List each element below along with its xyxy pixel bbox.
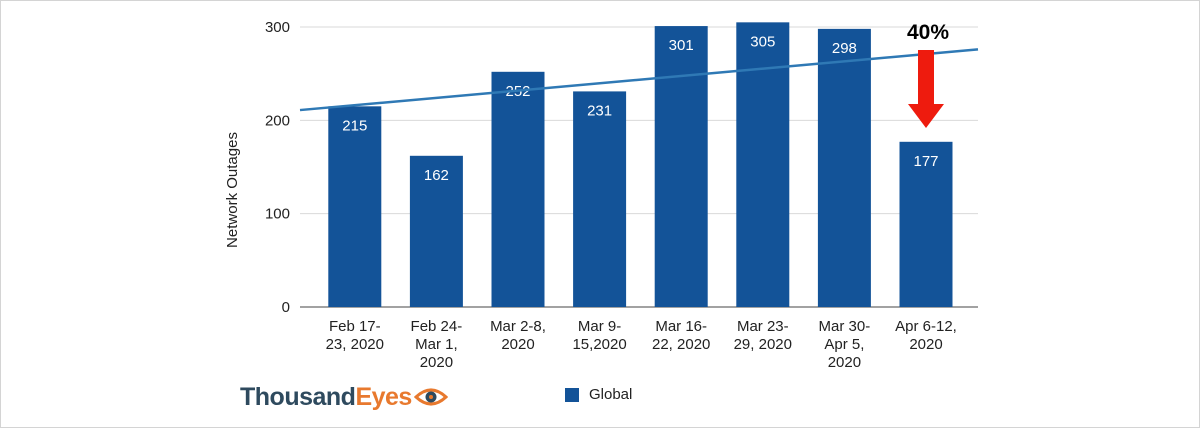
bar [736, 22, 790, 307]
x-tick-label: Apr 6-12, 2020 [895, 318, 957, 353]
y-tick-label: 0 [282, 299, 290, 316]
logo-text-eyes: Eyes [355, 383, 412, 411]
bar-value-label: 298 [832, 40, 857, 57]
bar-value-label: 177 [913, 153, 938, 170]
bar-value-label: 301 [669, 37, 694, 54]
bar-value-label: 231 [587, 102, 612, 119]
bar [491, 71, 545, 307]
thousandeyes-logo: ThousandEyes [240, 383, 449, 413]
bar [573, 91, 627, 308]
bar [328, 106, 382, 307]
eye-icon [413, 388, 449, 406]
bar [899, 141, 953, 307]
annotation-label: 40% [907, 21, 949, 44]
y-axis-title: Network Outages [224, 132, 241, 248]
chart-legend: Global [565, 386, 632, 403]
legend-label-global: Global [589, 386, 633, 403]
bar-value-label: 162 [424, 167, 449, 184]
x-tick-label: Mar 16-22, 2020 [652, 318, 710, 353]
trend-line [299, 48, 979, 112]
down-arrow [908, 50, 944, 128]
logo-text-thousand: Thousand [240, 383, 356, 411]
x-tick-label: Feb 24-Mar 1, 2020 [411, 318, 463, 371]
y-tick-label: 200 [265, 112, 290, 129]
legend-swatch-global [565, 387, 579, 402]
bar [409, 155, 463, 307]
bar [817, 28, 871, 307]
bar-value-label: 215 [342, 117, 367, 134]
x-tick-label: Mar 23-29, 2020 [734, 318, 792, 353]
y-tick-label: 100 [265, 206, 290, 223]
x-tick-label: Mar 30-Apr 5, 2020 [819, 318, 871, 371]
x-tick-label: Mar 9-15,2020 [572, 318, 626, 353]
x-tick-label: Feb 17-23, 2020 [326, 318, 384, 353]
x-tick-label: Mar 2-8, 2020 [490, 318, 546, 353]
bar [654, 26, 708, 308]
y-tick-label: 300 [265, 19, 290, 36]
bar-value-label: 305 [750, 33, 775, 50]
